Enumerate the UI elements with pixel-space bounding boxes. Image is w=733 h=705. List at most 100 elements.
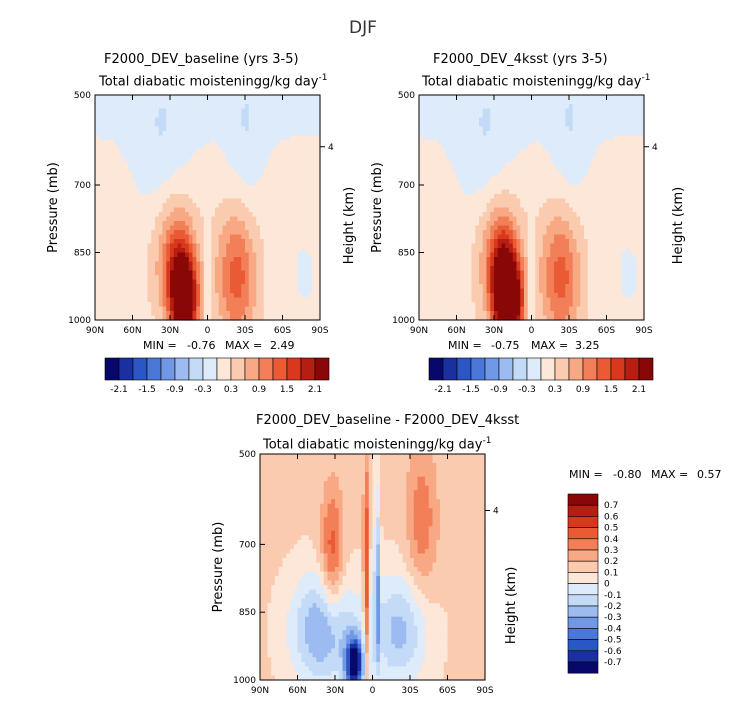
contour-cell xyxy=(430,226,434,231)
contour-cell xyxy=(502,212,506,217)
contour-cell xyxy=(532,176,536,181)
contour-cell xyxy=(99,298,103,303)
contour-cell xyxy=(133,140,137,145)
contour-cell xyxy=(607,122,611,127)
contour-cell xyxy=(584,221,588,226)
contour-cell xyxy=(136,95,140,100)
contour-cell xyxy=(558,230,562,235)
contour-cell xyxy=(580,181,584,186)
contour-cell xyxy=(430,176,434,181)
contour-cell xyxy=(472,154,476,159)
contour-cell xyxy=(614,172,618,177)
contour-cell xyxy=(204,289,208,294)
contour-cell xyxy=(313,293,317,298)
contour-cell xyxy=(573,104,577,109)
contour-cell xyxy=(301,311,305,316)
contour-cell xyxy=(573,113,577,118)
contour-cell xyxy=(264,104,268,109)
contour-cell xyxy=(166,248,170,253)
contour-cell xyxy=(155,118,159,123)
contour-cell xyxy=(155,235,159,240)
contour-cell xyxy=(125,167,129,172)
contour-cell xyxy=(215,253,219,258)
contour-cell xyxy=(595,167,599,172)
contour-cell xyxy=(114,154,118,159)
contour-cell xyxy=(181,248,185,253)
contour-cell xyxy=(592,190,596,195)
contour-cell xyxy=(614,163,618,168)
contour-cell xyxy=(234,311,238,316)
contour-cell xyxy=(301,298,305,303)
contour-cell xyxy=(532,190,536,195)
contour-cell xyxy=(460,199,464,204)
contour-cell xyxy=(290,158,294,163)
contour-cell xyxy=(275,95,279,100)
contour-cell xyxy=(155,154,159,159)
contour-cell xyxy=(215,244,219,249)
contour-cell xyxy=(524,217,528,222)
contour-cell xyxy=(208,262,212,267)
contour-cell xyxy=(170,100,174,105)
contour-cell xyxy=(286,95,290,100)
contour-cell xyxy=(543,203,547,208)
contour-cell xyxy=(588,100,592,105)
contour-cell xyxy=(517,149,521,154)
contour-cell xyxy=(290,262,294,267)
contour-cell xyxy=(562,154,566,159)
contour-cell xyxy=(562,208,566,213)
contour-cell xyxy=(283,158,287,163)
contour-cell xyxy=(449,154,453,159)
contour-cell xyxy=(95,275,99,280)
contour-cell xyxy=(249,266,253,271)
contour-cell xyxy=(475,185,479,190)
contour-cell xyxy=(245,172,249,177)
contour-cell xyxy=(625,226,629,231)
contour-cell xyxy=(483,158,487,163)
contour-cell xyxy=(434,131,438,136)
contour-cell xyxy=(264,122,268,127)
contour-cell xyxy=(614,185,618,190)
contour-cell xyxy=(219,176,223,181)
contour-cell xyxy=(136,163,140,168)
contour-cell xyxy=(163,136,167,141)
contour-cell xyxy=(275,226,279,231)
contour-cell xyxy=(245,145,249,150)
contour-cell xyxy=(249,104,253,109)
contour-cell xyxy=(528,118,532,123)
contour-cell xyxy=(226,194,230,199)
contour-cell xyxy=(569,127,573,132)
contour-cell xyxy=(144,185,148,190)
contour-cell xyxy=(298,262,302,267)
contour-cell xyxy=(468,235,472,240)
contour-cell xyxy=(607,145,611,150)
contour-cell xyxy=(286,284,290,289)
contour-cell xyxy=(204,271,208,276)
contour-cell xyxy=(562,158,566,163)
contour-cell xyxy=(144,163,148,168)
contour-cell xyxy=(234,118,238,123)
contour-cell xyxy=(599,100,603,105)
contour-cell xyxy=(490,185,494,190)
contour-cell xyxy=(283,307,287,312)
contour-cell xyxy=(204,104,208,109)
contour-cell xyxy=(457,145,461,150)
contour-cell xyxy=(118,127,122,132)
contour-cell xyxy=(103,127,107,132)
contour-cell xyxy=(618,221,622,226)
left-panel-title: F2000_DEV_baseline (yrs 3-5) xyxy=(104,53,299,66)
contour-cell xyxy=(118,284,122,289)
contour-cell xyxy=(136,212,140,217)
contour-cell xyxy=(256,212,260,217)
contour-cell xyxy=(260,208,264,213)
contour-cell xyxy=(136,131,140,136)
contour-cell xyxy=(163,127,167,132)
contour-cell xyxy=(193,239,197,244)
contour-cell xyxy=(260,131,264,136)
contour-cell xyxy=(223,154,227,159)
contour-cell xyxy=(114,181,118,186)
contour-cell xyxy=(309,194,313,199)
contour-cell xyxy=(528,217,532,222)
contour-cell xyxy=(290,127,294,132)
contour-cell xyxy=(313,145,317,150)
contour-cell xyxy=(487,235,491,240)
